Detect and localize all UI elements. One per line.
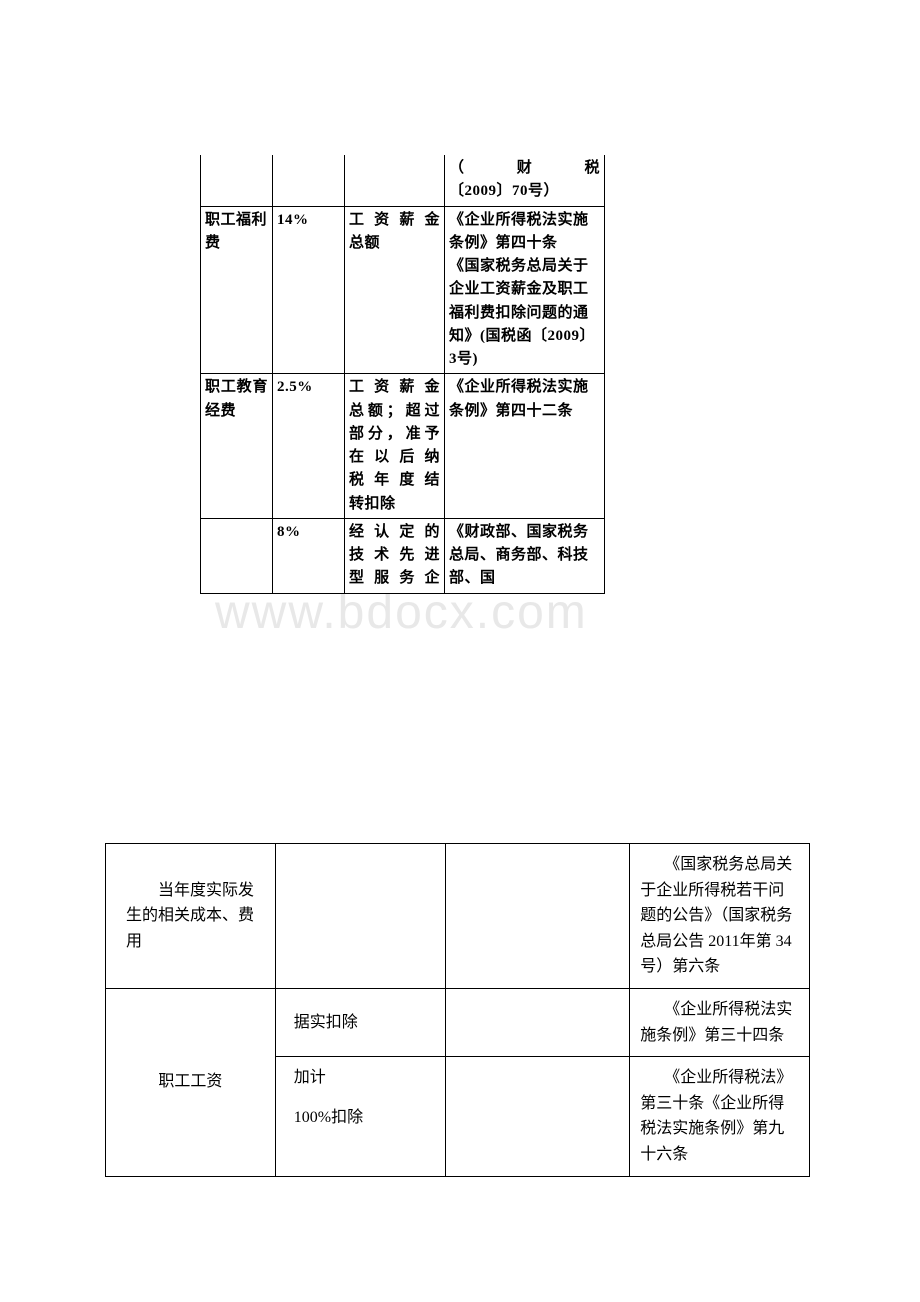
cell — [201, 518, 273, 593]
cell — [445, 844, 630, 989]
cell: 据实扣除 — [275, 988, 445, 1056]
cell: 《企业所得税法》第三十条《企业所得税法实施条例》第九十六条 — [630, 1057, 810, 1176]
cell: 《国家税务总局关于企业所得税若干问题的公告》（国家税务总局公告 2011年第 3… — [630, 844, 810, 989]
table-1-wrapper: （ 财 税〔2009〕70号） 职工福利费 14% 工资薪金总额 《企业所得税法… — [200, 155, 605, 594]
cell — [445, 1057, 630, 1176]
table-2-wrapper: 当年度实际发生的相关成本、费用 《国家税务总局关于企业所得税若干问题的公告》（国… — [105, 843, 810, 1177]
cell-line: 加计 — [294, 1065, 435, 1091]
cell: 职工工资 — [106, 988, 276, 1176]
cell: 职工教育经费 — [201, 374, 273, 519]
cell — [345, 155, 445, 206]
cell: 工资薪金总额；超过部分，准予在以后纳税年度结转扣除 — [345, 374, 445, 519]
cell: 《企业所得税法实施条例》第四十二条 — [445, 374, 605, 519]
cell: 《财政部、国家税务总局、商务部、科技部、国 — [445, 518, 605, 593]
cell: 工资薪金总额 — [345, 206, 445, 374]
cell: 当年度实际发生的相关成本、费用 — [106, 844, 276, 989]
cell: 《企业所得税法实施条例》第三十四条 — [630, 988, 810, 1056]
table-row: 职工教育经费 2.5% 工资薪金总额；超过部分，准予在以后纳税年度结转扣除 《企… — [201, 374, 605, 519]
table-row: 职工福利费 14% 工资薪金总额 《企业所得税法实施条例》第四十条《国家税务总局… — [201, 206, 605, 374]
cell: 8% — [273, 518, 345, 593]
cell: 经认定的技术先进型服务企 — [345, 518, 445, 593]
cell: 加计 100%扣除 — [275, 1057, 445, 1176]
table-row: 8% 经认定的技术先进型服务企 《财政部、国家税务总局、商务部、科技部、国 — [201, 518, 605, 593]
tax-table-2: 当年度实际发生的相关成本、费用 《国家税务总局关于企业所得税若干问题的公告》（国… — [105, 843, 810, 1177]
cell — [273, 155, 345, 206]
cell: 14% — [273, 206, 345, 374]
cell: 职工福利费 — [201, 206, 273, 374]
cell: （ 财 税〔2009〕70号） — [445, 155, 605, 206]
table-row: 当年度实际发生的相关成本、费用 《国家税务总局关于企业所得税若干问题的公告》（国… — [106, 844, 810, 989]
cell — [201, 155, 273, 206]
table-row: 职工工资 据实扣除 《企业所得税法实施条例》第三十四条 — [106, 988, 810, 1056]
cell: 《企业所得税法实施条例》第四十条《国家税务总局关于企业工资薪金及职工福利费扣除问… — [445, 206, 605, 374]
cell-line: 100%扣除 — [294, 1105, 435, 1131]
cell — [445, 988, 630, 1056]
cell: 2.5% — [273, 374, 345, 519]
cell — [275, 844, 445, 989]
table-row: （ 财 税〔2009〕70号） — [201, 155, 605, 206]
tax-table-1: （ 财 税〔2009〕70号） 职工福利费 14% 工资薪金总额 《企业所得税法… — [200, 155, 605, 594]
